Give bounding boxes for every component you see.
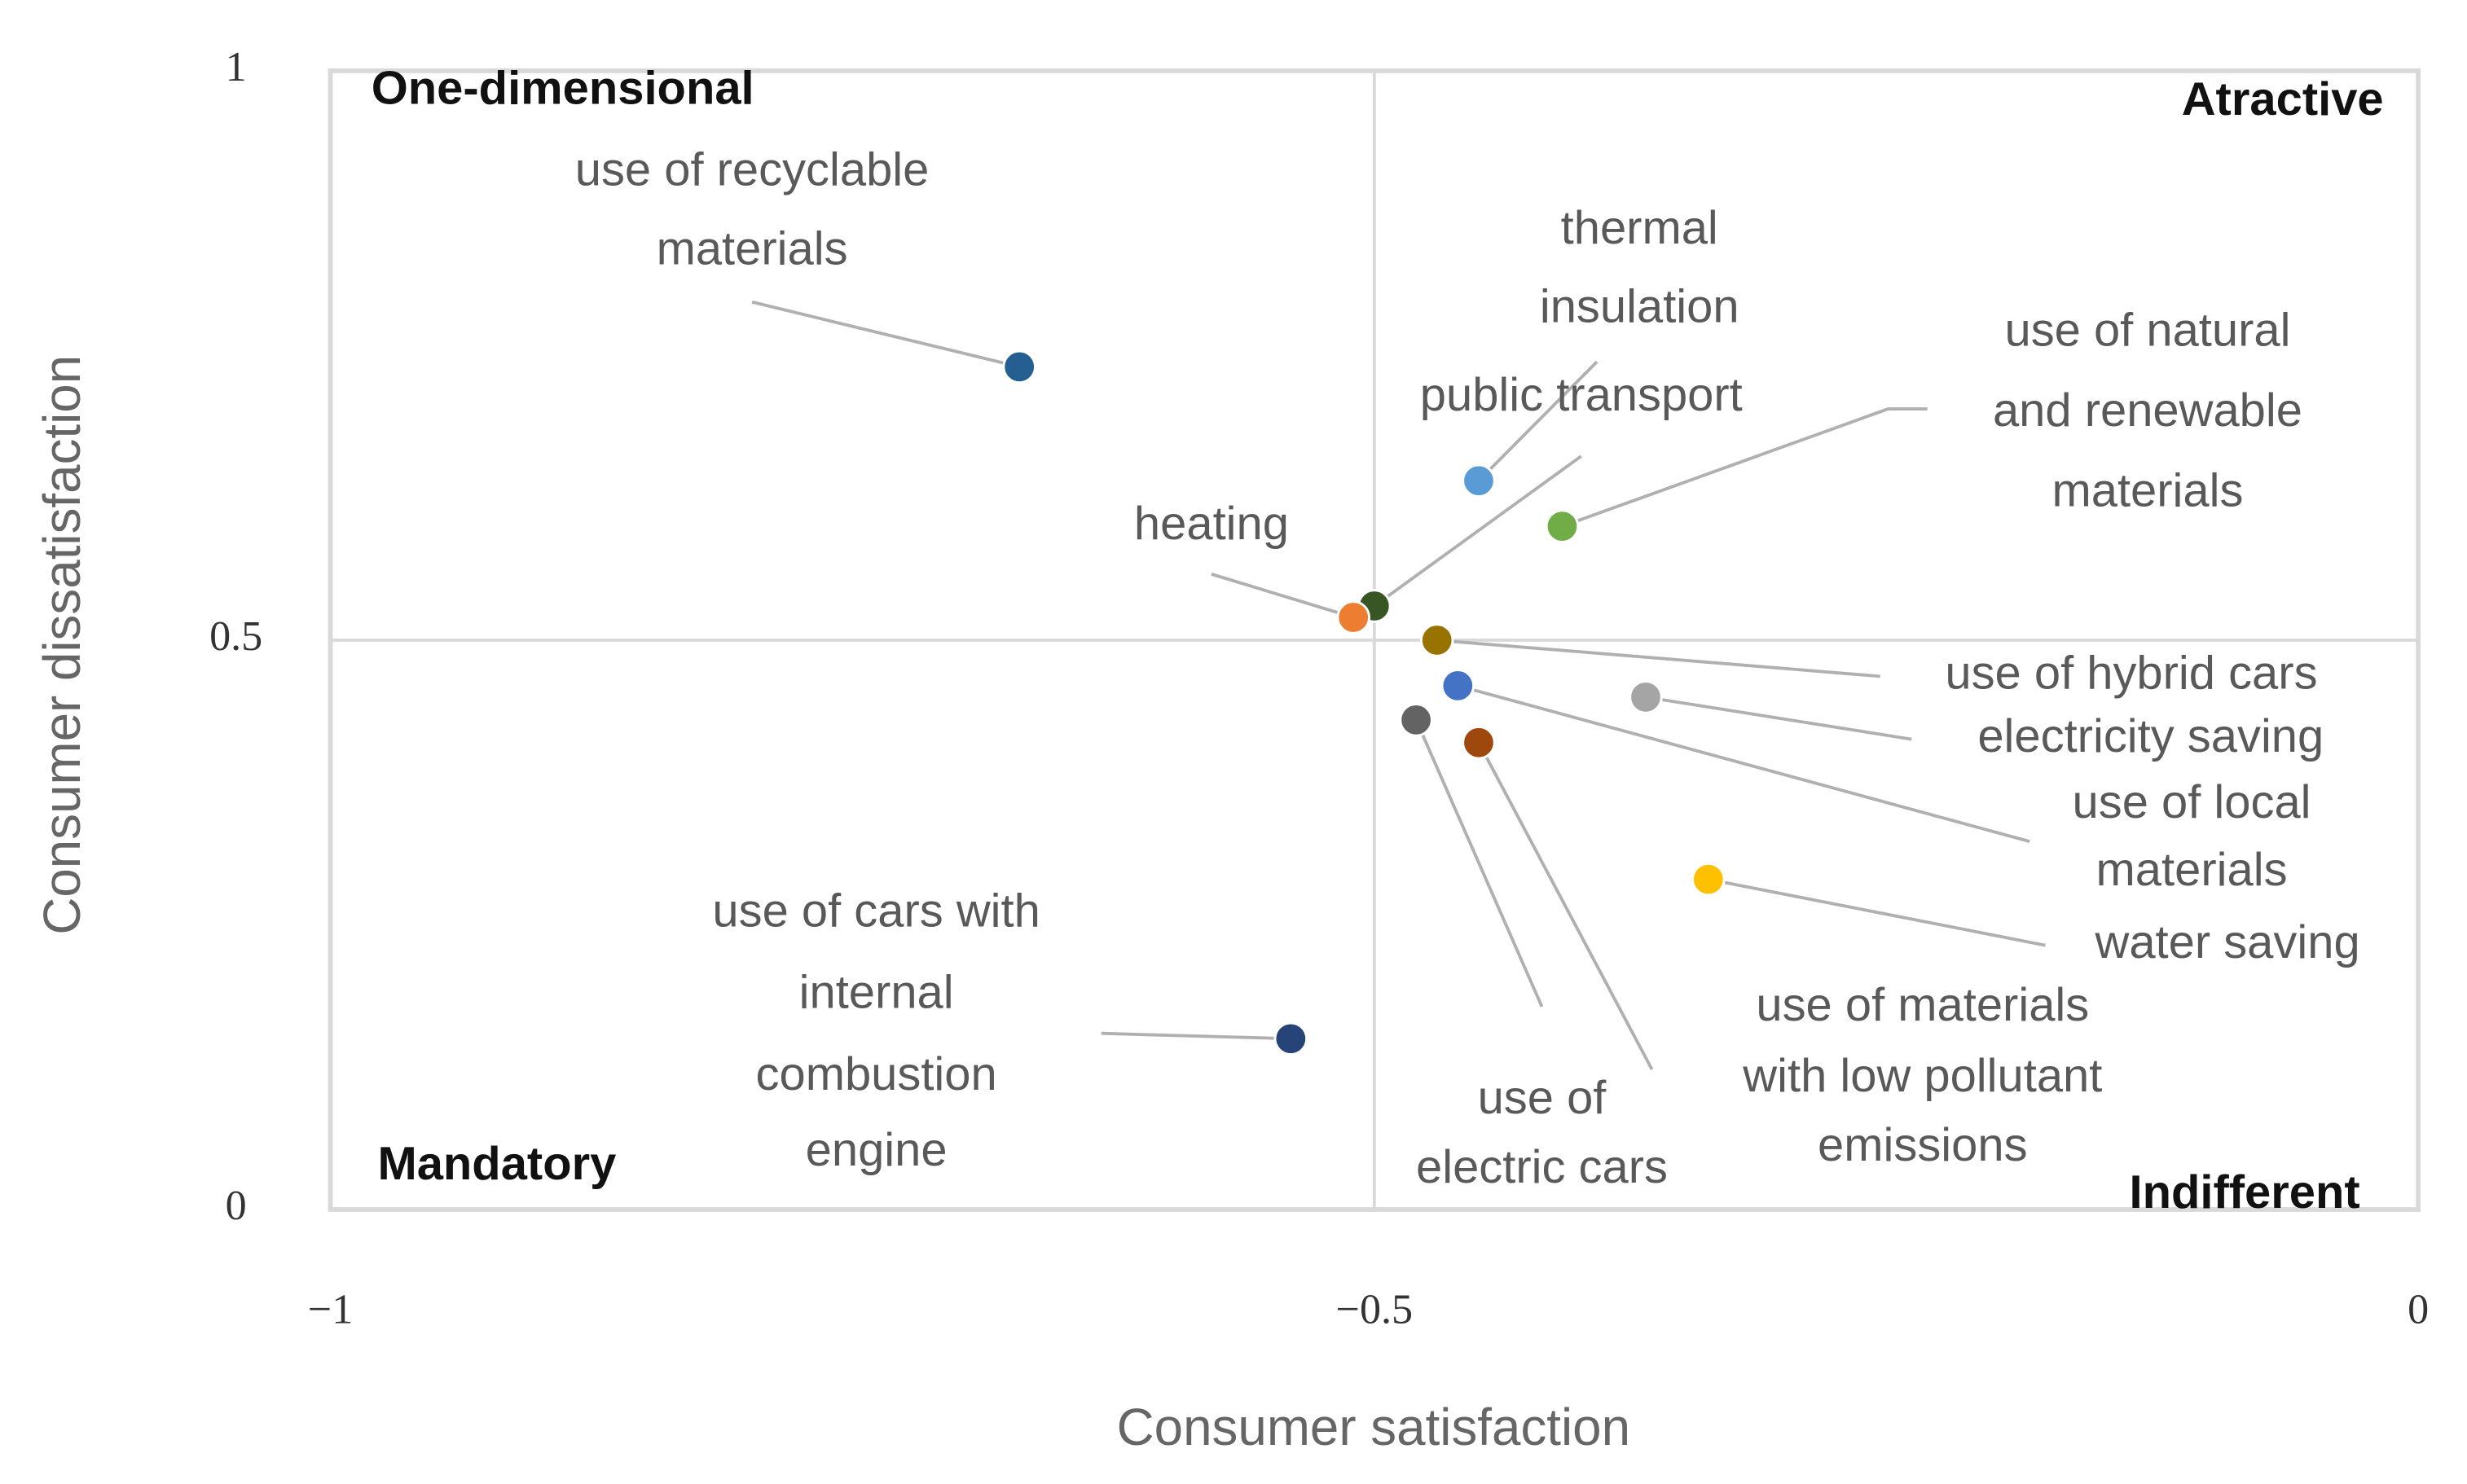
y-tick-label: 1 [226, 44, 247, 90]
leader-line [1414, 719, 1544, 1008]
point [1462, 726, 1496, 760]
x-axis-title: Consumer satisfaction [1117, 1398, 1630, 1456]
point-label: water saving [2095, 916, 2360, 968]
point [1545, 509, 1580, 543]
point-label: emissions [1818, 1119, 2028, 1171]
point-label: use of materials [1756, 979, 2089, 1031]
leader-line [751, 300, 1020, 369]
leader-line [1561, 407, 1928, 528]
point-label: electricity saving [1977, 710, 2324, 762]
leader-line [1477, 741, 1654, 1071]
y-tick-label: 0.5 [209, 613, 262, 660]
point-label: materials [2051, 465, 2243, 517]
point [1462, 463, 1496, 498]
point [1691, 862, 1726, 897]
point-label: materials [657, 222, 848, 274]
point [1629, 680, 1663, 714]
leader-line [1373, 454, 1582, 608]
point-label: public transport [1420, 369, 1743, 421]
point-label: insulation [1540, 281, 1739, 333]
point-label: use of recyclable [575, 144, 930, 196]
point-label: electric cars [1416, 1141, 1668, 1193]
point-label: and renewable [1993, 384, 2302, 437]
y-axis-title: Consumer dissatisfaction [33, 355, 91, 935]
point-label: use of hybrid cars [1945, 648, 2317, 700]
leader-line [1477, 360, 1598, 482]
point-label: thermal [1561, 202, 1718, 254]
point [1440, 669, 1475, 703]
point-label: use of cars with [712, 885, 1040, 937]
point-label: with low pollutant [1742, 1050, 2102, 1102]
quadrant-label: Atractive [2182, 73, 2384, 125]
point [1399, 703, 1433, 737]
quadrant-label: Indifferent [2130, 1166, 2360, 1218]
point [1419, 623, 1454, 657]
point-label: combustion [756, 1048, 997, 1100]
point-label: internal [799, 967, 954, 1019]
point [1002, 349, 1036, 384]
x-tick-label: 0 [2408, 1286, 2429, 1333]
point [1336, 600, 1370, 634]
y-tick-label: 0 [226, 1183, 247, 1229]
x-tick-label: −1 [308, 1286, 353, 1333]
point-label: materials [2096, 844, 2288, 896]
point-label: heating [1134, 498, 1289, 550]
leader-line [1101, 1031, 1291, 1041]
leader-line [1708, 877, 2046, 947]
leader-line [1645, 695, 1912, 741]
leader-line [1436, 639, 1880, 678]
point-label: use of [1478, 1072, 1607, 1124]
point-label: engine [806, 1124, 948, 1176]
point-label: use of local [2073, 776, 2311, 828]
point [1273, 1021, 1308, 1056]
quadrant-label: One-dimensional [372, 62, 754, 114]
leader-line [1457, 684, 2030, 844]
point-label: use of natural [2004, 305, 2290, 357]
quadrant-label: Mandatory [377, 1138, 616, 1190]
x-tick-label: −0.5 [1336, 1286, 1414, 1333]
leader-line [1211, 573, 1354, 619]
